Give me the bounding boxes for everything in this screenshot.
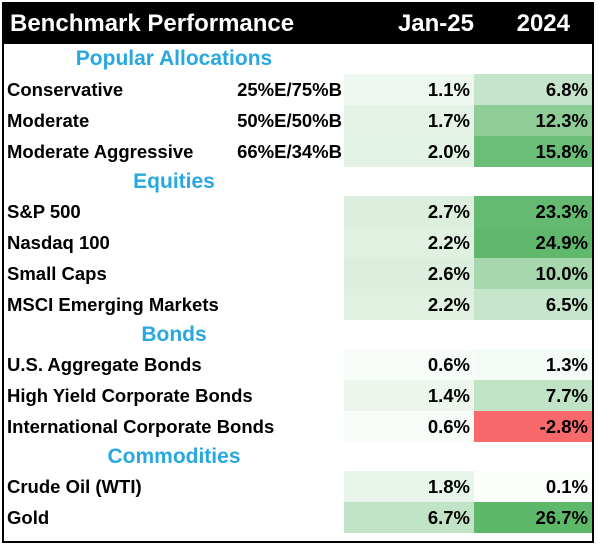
row-2024-value: 10.0% <box>474 258 592 289</box>
row-jan25-value: 1.8% <box>344 471 474 502</box>
row-jan25-value: 0.6% <box>344 349 474 380</box>
table-row: Small Caps 2.6% 10.0% <box>4 258 592 289</box>
row-jan25-value: 2.2% <box>344 289 474 320</box>
row-jan25-value: 6.7% <box>344 502 474 533</box>
row-name: Crude Oil (WTI) <box>7 475 142 497</box>
row-jan25-value: 2.0% <box>344 136 474 167</box>
row-name: Small Caps <box>7 262 107 284</box>
row-allocation <box>224 227 344 258</box>
row-name: U.S. Aggregate Bonds <box>7 353 202 375</box>
table-row: Moderate Aggressive 66%E/34%B 2.0% 15.8% <box>4 136 592 167</box>
row-name: MSCI Emerging Markets <box>7 293 219 315</box>
row-2024-value: 1.3% <box>474 349 592 380</box>
section-title-commodities: Commodities <box>107 444 241 468</box>
row-name: High Yield Corporate Bonds <box>7 384 253 406</box>
row-allocation <box>224 349 344 380</box>
row-name: Conservative <box>7 78 124 100</box>
benchmark-table: Benchmark Performance Jan-25 2024 Popula… <box>2 2 594 543</box>
row-2024-value: 7.7% <box>474 380 592 411</box>
row-allocation <box>224 502 344 533</box>
row-jan25-value: 1.7% <box>344 105 474 136</box>
row-name: Gold <box>7 506 50 528</box>
table-row: U.S. Aggregate Bonds 0.6% 1.3% <box>4 349 592 380</box>
table-row: International Corporate Bonds 0.6% -2.8% <box>4 411 592 442</box>
table-body: Popular Allocations Conservative 25%E/75%B… <box>4 44 592 533</box>
section-title-equities: Equities <box>133 169 215 193</box>
table-row: Moderate 50%E/50%B 1.7% 12.3% <box>4 105 592 136</box>
row-name: Nasdaq 100 <box>7 231 110 253</box>
row-jan25-value: 2.2% <box>344 227 474 258</box>
row-allocation: 50%E/50%B <box>237 109 342 131</box>
row-2024-value: 23.3% <box>474 196 592 227</box>
row-allocation <box>224 196 344 227</box>
row-allocation: 66%E/34%B <box>237 140 342 162</box>
row-2024-value: 6.5% <box>474 289 592 320</box>
table-header: Benchmark Performance Jan-25 2024 <box>4 4 592 44</box>
row-allocation: 25%E/75%B <box>237 78 342 100</box>
row-name: Moderate Aggressive <box>7 140 194 162</box>
row-jan25-value: 1.1% <box>344 74 474 105</box>
row-jan25-value: 0.6% <box>344 411 474 442</box>
table-row: Conservative 25%E/75%B 1.1% 6.8% <box>4 74 592 105</box>
row-allocation <box>224 411 344 442</box>
table-row: High Yield Corporate Bonds 1.4% 7.7% <box>4 380 592 411</box>
row-2024-value: -2.8% <box>474 411 592 442</box>
row-name: International Corporate Bonds <box>7 415 275 437</box>
table-row: S&P 500 2.7% 23.3% <box>4 196 592 227</box>
row-allocation <box>224 258 344 289</box>
row-jan25-value: 2.7% <box>344 196 474 227</box>
section-title-bonds: Bonds <box>141 322 207 346</box>
column-header-2024: 2024 <box>516 10 570 37</box>
row-2024-value: 6.8% <box>474 74 592 105</box>
row-allocation <box>224 471 344 502</box>
row-jan25-value: 2.6% <box>344 258 474 289</box>
row-name: Moderate <box>7 109 90 131</box>
row-2024-value: 12.3% <box>474 105 592 136</box>
row-name: S&P 500 <box>7 200 81 222</box>
row-2024-value: 24.9% <box>474 227 592 258</box>
table-row: MSCI Emerging Markets 2.2% 6.5% <box>4 289 592 320</box>
table-title: Benchmark Performance <box>10 10 295 37</box>
row-allocation <box>224 380 344 411</box>
row-allocation <box>224 289 344 320</box>
row-2024-value: 26.7% <box>474 502 592 533</box>
table-row: Crude Oil (WTI) 1.8% 0.1% <box>4 471 592 502</box>
table-row: Nasdaq 100 2.2% 24.9% <box>4 227 592 258</box>
table-row: Gold 6.7% 26.7% <box>4 502 592 533</box>
column-header-jan25: Jan-25 <box>397 10 474 37</box>
row-2024-value: 0.1% <box>474 471 592 502</box>
row-2024-value: 15.8% <box>474 136 592 167</box>
row-jan25-value: 1.4% <box>344 380 474 411</box>
section-title-popular: Popular Allocations <box>75 47 273 70</box>
